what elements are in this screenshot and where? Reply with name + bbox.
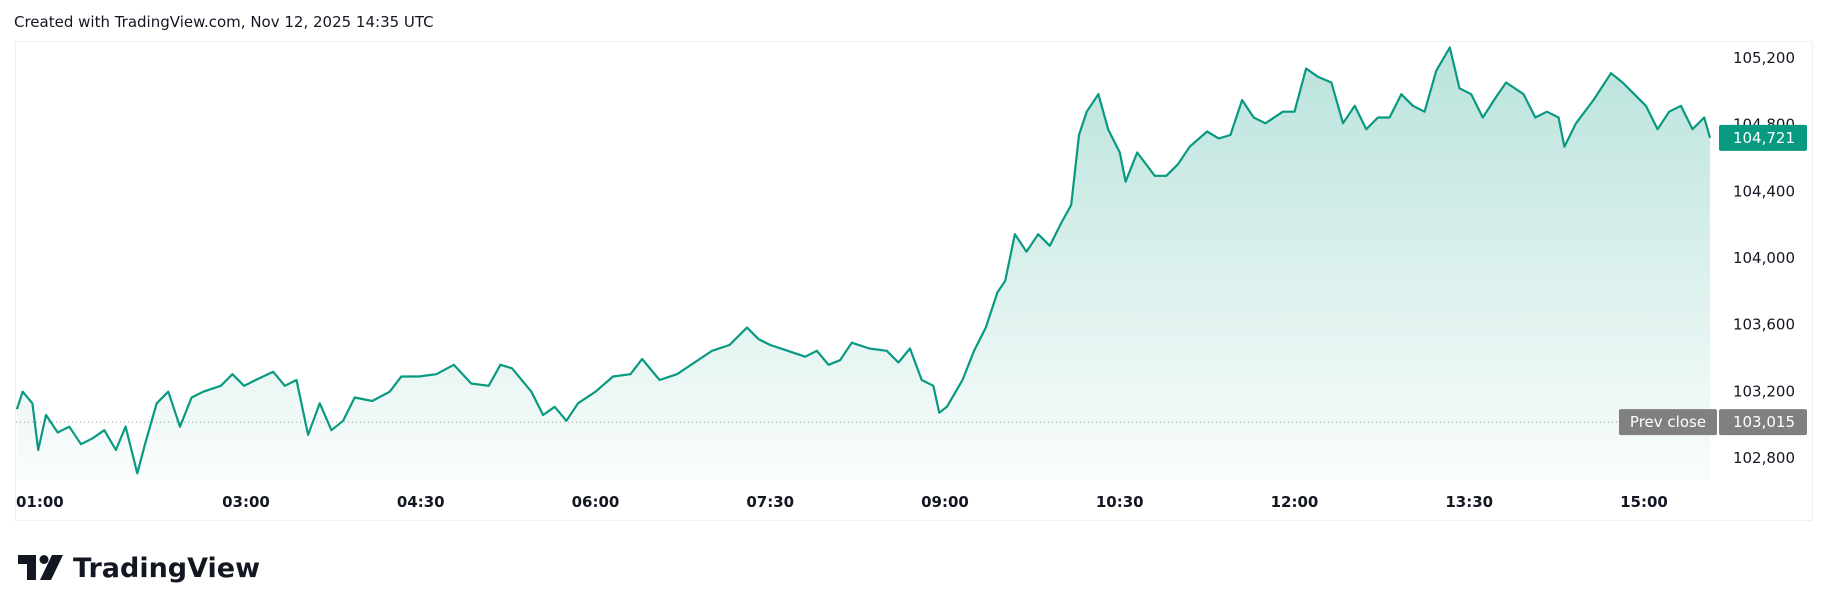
price-axis[interactable]: 102,800103,200103,600104,000104,400104,8…	[1733, 49, 1795, 467]
last-price-label: 104,721	[1719, 124, 1807, 151]
time-tick-label: 09:00	[921, 493, 969, 511]
tradingview-logo-text: TradingView	[73, 553, 260, 584]
plot-area[interactable]	[15, 46, 1712, 481]
prev-close-value-badge	[1719, 409, 1807, 436]
time-tick-label: 03:00	[222, 493, 270, 511]
last-price-value: 104,721	[1733, 129, 1795, 147]
price-line	[15, 46, 1712, 475]
time-tick-label: 01:00	[16, 493, 64, 511]
prev-close-value: 103,015	[1733, 413, 1795, 431]
time-tick-label: 04:30	[397, 493, 445, 511]
price-tick-label: 104,000	[1733, 249, 1795, 267]
time-tick-label: 12:00	[1271, 493, 1319, 511]
prev-close-title: Prev close	[1630, 413, 1706, 431]
prev-close-title-badge	[1619, 409, 1717, 436]
time-tick-label: 10:30	[1096, 493, 1144, 511]
prev-close-label: Prev close 103,015	[1619, 409, 1807, 436]
tradingview-logo[interactable]: TradingView	[18, 553, 260, 584]
price-tick-label: 105,200	[1733, 49, 1795, 67]
last-price-badge	[1719, 124, 1807, 151]
time-tick-label: 13:30	[1445, 493, 1493, 511]
price-tick-label: 102,800	[1733, 449, 1795, 467]
tradingview-logo-icon	[18, 555, 63, 580]
price-tick-label: 103,600	[1733, 316, 1795, 334]
time-tick-label: 15:00	[1620, 493, 1668, 511]
price-tick-label: 104,400	[1733, 182, 1795, 200]
time-axis[interactable]: 01:00 03:00 04:30 06:00 07:30 09:00 10:30 12:00…	[16, 493, 1668, 511]
price-tick-label: 103,200	[1733, 382, 1795, 400]
time-tick-label: 07:30	[746, 493, 794, 511]
created-with-caption: Created with TradingView.com, Nov 12, 20…	[14, 13, 434, 31]
price-area-fill	[16, 47, 1710, 480]
time-tick-label: 06:00	[572, 493, 620, 511]
